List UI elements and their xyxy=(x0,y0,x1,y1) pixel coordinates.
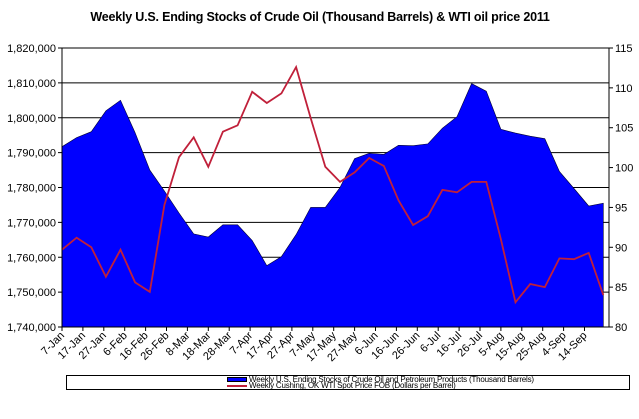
right-axis-ticks: 80 85 90 95 100 105 110 115 xyxy=(609,43,633,334)
legend-label-stocks: Weekly U.S. Ending Stocks of Crude Oil a… xyxy=(249,375,534,384)
right-tick-label: 115 xyxy=(615,43,633,55)
price-line-layer xyxy=(61,64,605,305)
legend-swatch-price xyxy=(227,384,247,387)
right-tick-label: 105 xyxy=(615,123,633,135)
x-axis-ticks: 7-Jan17-Jan27-Jan6-Feb16-Feb26-Feb8-Mar1… xyxy=(39,327,590,364)
right-tick-label: 80 xyxy=(615,322,627,334)
left-tick-label: 1,780,000 xyxy=(7,183,56,195)
legend-item-stocks: Weekly U.S. Ending Stocks of Crude Oil a… xyxy=(227,375,534,384)
left-tick-label: 1,750,000 xyxy=(7,287,56,299)
right-tick-label: 110 xyxy=(615,83,633,95)
left-tick-label: 1,800,000 xyxy=(7,113,56,125)
right-tick-label: 95 xyxy=(615,202,627,214)
legend: Weekly U.S. Ending Stocks of Crude Oil a… xyxy=(66,375,630,390)
left-tick-label: 1,770,000 xyxy=(7,217,56,229)
left-tick-label: 1,760,000 xyxy=(7,252,56,264)
left-tick-label: 1,790,000 xyxy=(7,148,56,160)
legend-item-price: Weekly Cushing, OK WTI Spot Price FOB (D… xyxy=(227,381,456,390)
right-tick-label: 90 xyxy=(615,242,627,254)
stocks-area xyxy=(61,83,604,328)
left-axis-ticks: 1,740,000 1,750,000 1,760,000 1,770,000 1,78… xyxy=(7,43,62,334)
legend-label-price: Weekly Cushing, OK WTI Spot Price FOB (D… xyxy=(249,381,456,390)
left-tick-label: 1,810,000 xyxy=(7,78,56,90)
chart-title: Weekly U.S. Ending Stocks of Crude Oil (… xyxy=(90,10,550,24)
price-line xyxy=(61,64,605,305)
legend-swatch-stocks xyxy=(227,377,247,382)
right-tick-label: 100 xyxy=(615,163,633,175)
left-tick-label: 1,820,000 xyxy=(7,43,56,55)
right-tick-label: 85 xyxy=(615,282,627,294)
left-tick-label: 1,740,000 xyxy=(7,322,56,334)
stocks-area-layer xyxy=(61,83,604,328)
